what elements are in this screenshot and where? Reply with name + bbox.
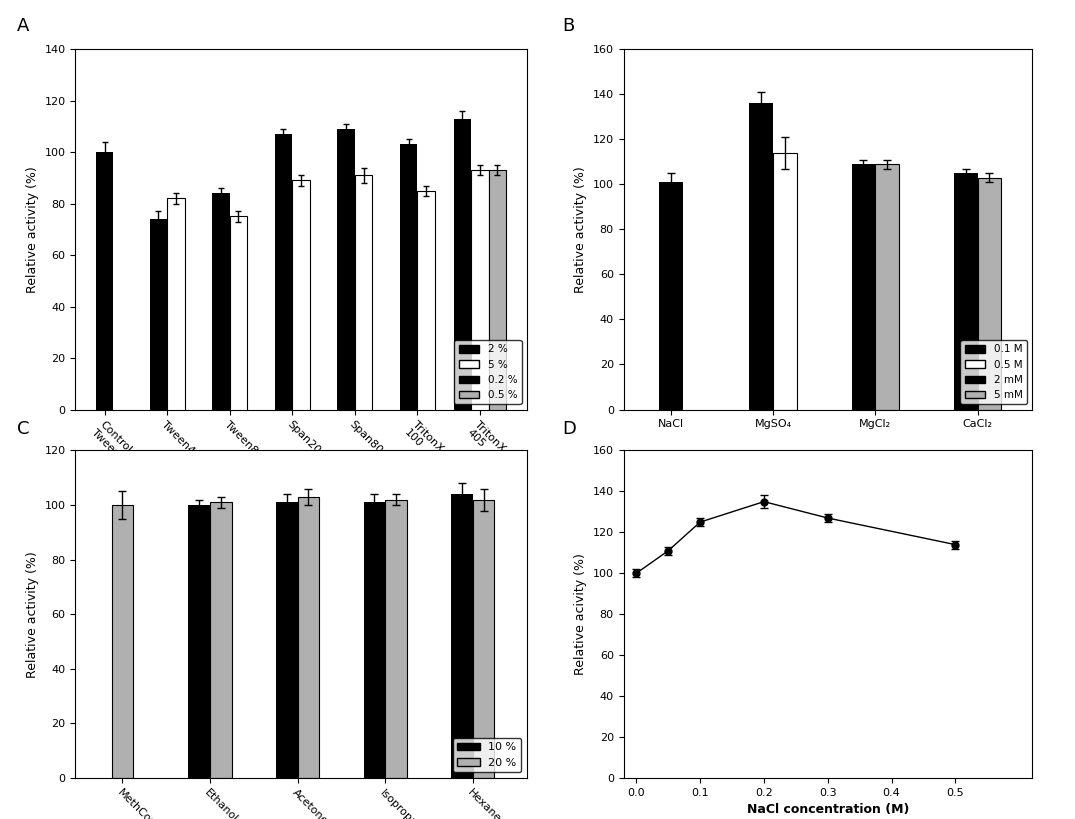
Bar xyxy=(338,129,355,410)
Bar xyxy=(954,173,977,410)
Bar xyxy=(489,170,506,410)
Bar xyxy=(471,170,489,410)
Text: D: D xyxy=(562,420,576,438)
Bar xyxy=(292,180,310,410)
Bar xyxy=(749,103,773,410)
Legend: 10 %, 20 %: 10 %, 20 % xyxy=(453,738,521,772)
Text: B: B xyxy=(562,17,574,35)
Bar xyxy=(112,505,133,778)
Legend: 0.1 M, 0.5 M, 2 mM, 5 mM: 0.1 M, 0.5 M, 2 mM, 5 mM xyxy=(960,341,1027,405)
Bar xyxy=(851,164,875,410)
Bar xyxy=(773,152,798,410)
Bar xyxy=(276,502,298,778)
Text: C: C xyxy=(16,420,29,438)
Text: A: A xyxy=(16,17,29,35)
Bar xyxy=(385,500,406,778)
Bar xyxy=(977,178,1002,410)
Bar xyxy=(212,193,230,410)
Bar xyxy=(298,497,319,778)
Bar xyxy=(167,198,185,410)
Bar xyxy=(454,119,471,410)
Legend: 2 %, 5 %, 0.2 %, 0.5 %: 2 %, 5 %, 0.2 %, 0.5 % xyxy=(455,341,521,405)
Bar xyxy=(417,191,435,410)
Bar xyxy=(188,505,210,778)
Bar xyxy=(473,500,494,778)
Y-axis label: Relative activity (%): Relative activity (%) xyxy=(574,166,587,292)
X-axis label: NaCl concentration (M): NaCl concentration (M) xyxy=(746,803,909,817)
Bar xyxy=(400,144,417,410)
Y-axis label: Relative activity (%): Relative activity (%) xyxy=(26,551,39,677)
Bar xyxy=(210,502,231,778)
Bar xyxy=(230,216,247,410)
Bar xyxy=(96,152,113,410)
Bar xyxy=(452,494,473,778)
Bar xyxy=(149,219,167,410)
Y-axis label: Relative activity (%): Relative activity (%) xyxy=(26,166,39,292)
Bar xyxy=(363,502,385,778)
Bar xyxy=(355,175,372,410)
Y-axis label: Relative acivity (%): Relative acivity (%) xyxy=(574,554,587,675)
Bar xyxy=(275,134,292,410)
Bar xyxy=(875,164,899,410)
Bar xyxy=(659,182,683,410)
